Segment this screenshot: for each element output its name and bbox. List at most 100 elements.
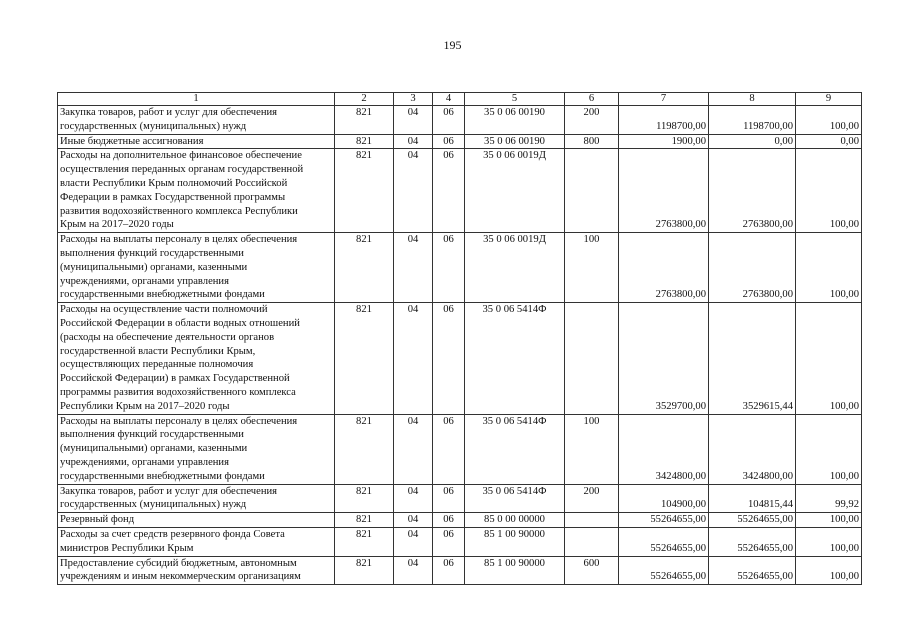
column-header-1: 1 (57, 92, 335, 106)
target-article-code-cell: 35 0 06 0019Д (464, 148, 565, 234)
execution-percent-cell: 100,00 (795, 512, 862, 528)
target-article-code-cell: 35 0 06 5414Ф (464, 413, 565, 485)
subsection-code-cell: 06 (432, 105, 465, 135)
admin-code-cell: 821 (334, 302, 394, 415)
expense-type-code-cell: 800 (564, 133, 619, 150)
admin-code-cell: 821 (334, 148, 394, 234)
row-name-line: государственными внебюджетными фондами (60, 289, 265, 301)
target-article-code-cell: 35 0 06 00190 (464, 105, 565, 135)
section-code-cell: 04 (393, 148, 433, 234)
admin-code-cell: 821 (334, 232, 394, 304)
table-row: Закупка товаров, работ и услуг для обесп… (57, 105, 862, 135)
row-name-line: Резервный фонд (60, 514, 135, 526)
planned-amount-cell: 2763800,00 (618, 232, 709, 304)
table-row: Расходы за счет средств резервного фонда… (57, 526, 862, 557)
planned-amount-cell: 55264655,00 (618, 555, 709, 586)
section-code-cell: 04 (393, 512, 433, 528)
row-name-cell: Расходы за счет средств резервного фонда… (57, 526, 335, 557)
row-name-cell: Расходы на выплаты персоналу в целях обе… (57, 232, 335, 304)
admin-code-cell: 821 (334, 133, 394, 150)
executed-amount-cell: 2763800,00 (708, 232, 796, 304)
row-name-line: Расходы на выплаты персоналу в целях обе… (60, 234, 298, 246)
subsection-code-cell: 06 (432, 526, 465, 557)
execution-percent-cell: 100,00 (795, 555, 862, 586)
admin-code-cell: 821 (334, 413, 394, 485)
execution-percent-cell: 100,00 (795, 148, 862, 234)
expense-type-code-cell: 200 (564, 105, 619, 135)
row-name-line: осуществляющих переданные полномочия (60, 359, 254, 371)
target-article-code-cell: 35 0 06 00190 (464, 133, 565, 150)
admin-code-cell: 821 (334, 483, 394, 514)
planned-amount-cell: 104900,00 (618, 483, 709, 514)
row-name-line: (муниципальными) органами, казенными (60, 443, 248, 455)
row-name-line: Предоставление субсидий бюджетным, автон… (60, 557, 297, 569)
table-row: Расходы на дополнительное финансовое обе… (57, 148, 862, 234)
expense-type-code-cell (564, 148, 619, 234)
executed-amount-cell: 1198700,00 (708, 105, 796, 135)
column-header-9: 9 (795, 92, 862, 106)
row-name-line: Федерации в рамках Государственной прогр… (60, 191, 286, 203)
subsection-code-cell: 06 (432, 555, 465, 586)
expense-type-code-cell: 600 (564, 555, 619, 586)
row-name-line: осуществления переданных органам государ… (60, 164, 304, 176)
subsection-code-cell: 06 (432, 133, 465, 150)
row-name-line: Расходы на дополнительное финансовое обе… (60, 150, 302, 162)
section-code-cell: 04 (393, 413, 433, 485)
executed-amount-cell: 3424800,00 (708, 413, 796, 485)
target-article-code-cell: 35 0 06 5414Ф (464, 302, 565, 415)
row-name-line: программы развития водохозяйственного ко… (60, 386, 296, 398)
row-name-line: Российской Федерации) в рамках Государст… (60, 373, 290, 385)
planned-amount-cell: 55264655,00 (618, 526, 709, 557)
column-header-5: 5 (464, 92, 565, 106)
planned-amount-cell: 1198700,00 (618, 105, 709, 135)
planned-amount-cell: 1900,00 (618, 133, 709, 150)
expense-type-code-cell: 100 (564, 413, 619, 485)
execution-percent-cell: 100,00 (795, 232, 862, 304)
row-name-line: министров Республики Крым (60, 542, 194, 554)
executed-amount-cell: 3529615,44 (708, 302, 796, 415)
target-article-code-cell: 35 0 06 5414Ф (464, 483, 565, 514)
executed-amount-cell: 55264655,00 (708, 512, 796, 528)
row-name-line: государственными внебюджетными фондами (60, 470, 265, 482)
table-row: Расходы на выплаты персоналу в целях обе… (57, 413, 862, 485)
row-name-cell: Иные бюджетные ассигнования (57, 133, 335, 150)
planned-amount-cell: 3424800,00 (618, 413, 709, 485)
planned-amount-cell: 2763800,00 (618, 148, 709, 234)
row-name-line: развития водохозяйственного комплекса Ре… (60, 205, 298, 217)
expense-type-code-cell (564, 526, 619, 557)
target-article-code-cell: 85 1 00 90000 (464, 526, 565, 557)
row-name-cell: Закупка товаров, работ и услуг для обесп… (57, 105, 335, 135)
admin-code-cell: 821 (334, 555, 394, 586)
row-name-line: выполнения функций государственными (60, 429, 244, 441)
executed-amount-cell: 2763800,00 (708, 148, 796, 234)
row-name-line: Российской Федерации в области водных от… (60, 317, 300, 329)
row-name-cell: Закупка товаров, работ и услуг для обесп… (57, 483, 335, 514)
execution-percent-cell: 100,00 (795, 526, 862, 557)
row-name-line: государственных (муниципальных) нужд (60, 120, 247, 132)
table-row: Резервный фонд 821 04 06 85 0 00 00000 552646… (57, 512, 862, 528)
row-name-line: выполнения функций государственными (60, 247, 244, 259)
page-number: 195 (443, 38, 462, 52)
subsection-code-cell: 06 (432, 148, 465, 234)
subsection-code-cell: 06 (432, 302, 465, 415)
target-article-code-cell: 85 1 00 90000 (464, 555, 565, 586)
admin-code-cell: 821 (334, 512, 394, 528)
expense-type-code-cell (564, 302, 619, 415)
execution-percent-cell: 100,00 (795, 413, 862, 485)
executed-amount-cell: 0,00 (708, 133, 796, 150)
row-name-line: Иные бюджетные ассигнования (60, 135, 204, 147)
target-article-code-cell: 85 0 00 00000 (464, 512, 565, 528)
row-name-line: государственной власти Республики Крым, (60, 345, 256, 357)
section-code-cell: 04 (393, 302, 433, 415)
row-name-line: учреждениями, органами управления (60, 456, 229, 468)
row-name-line: учреждениями, органами управления (60, 275, 229, 287)
row-name-line: Расходы на осуществление части полномочи… (60, 304, 268, 316)
table-row: Расходы на выплаты персоналу в целях обе… (57, 232, 862, 304)
subsection-code-cell: 06 (432, 413, 465, 485)
expense-type-code-cell (564, 512, 619, 528)
row-name-cell: Предоставление субсидий бюджетным, автон… (57, 555, 335, 586)
row-name-line: Республики Крым на 2017–2020 годы (60, 400, 230, 412)
row-name-line: Закупка товаров, работ и услуг для обесп… (60, 485, 278, 497)
